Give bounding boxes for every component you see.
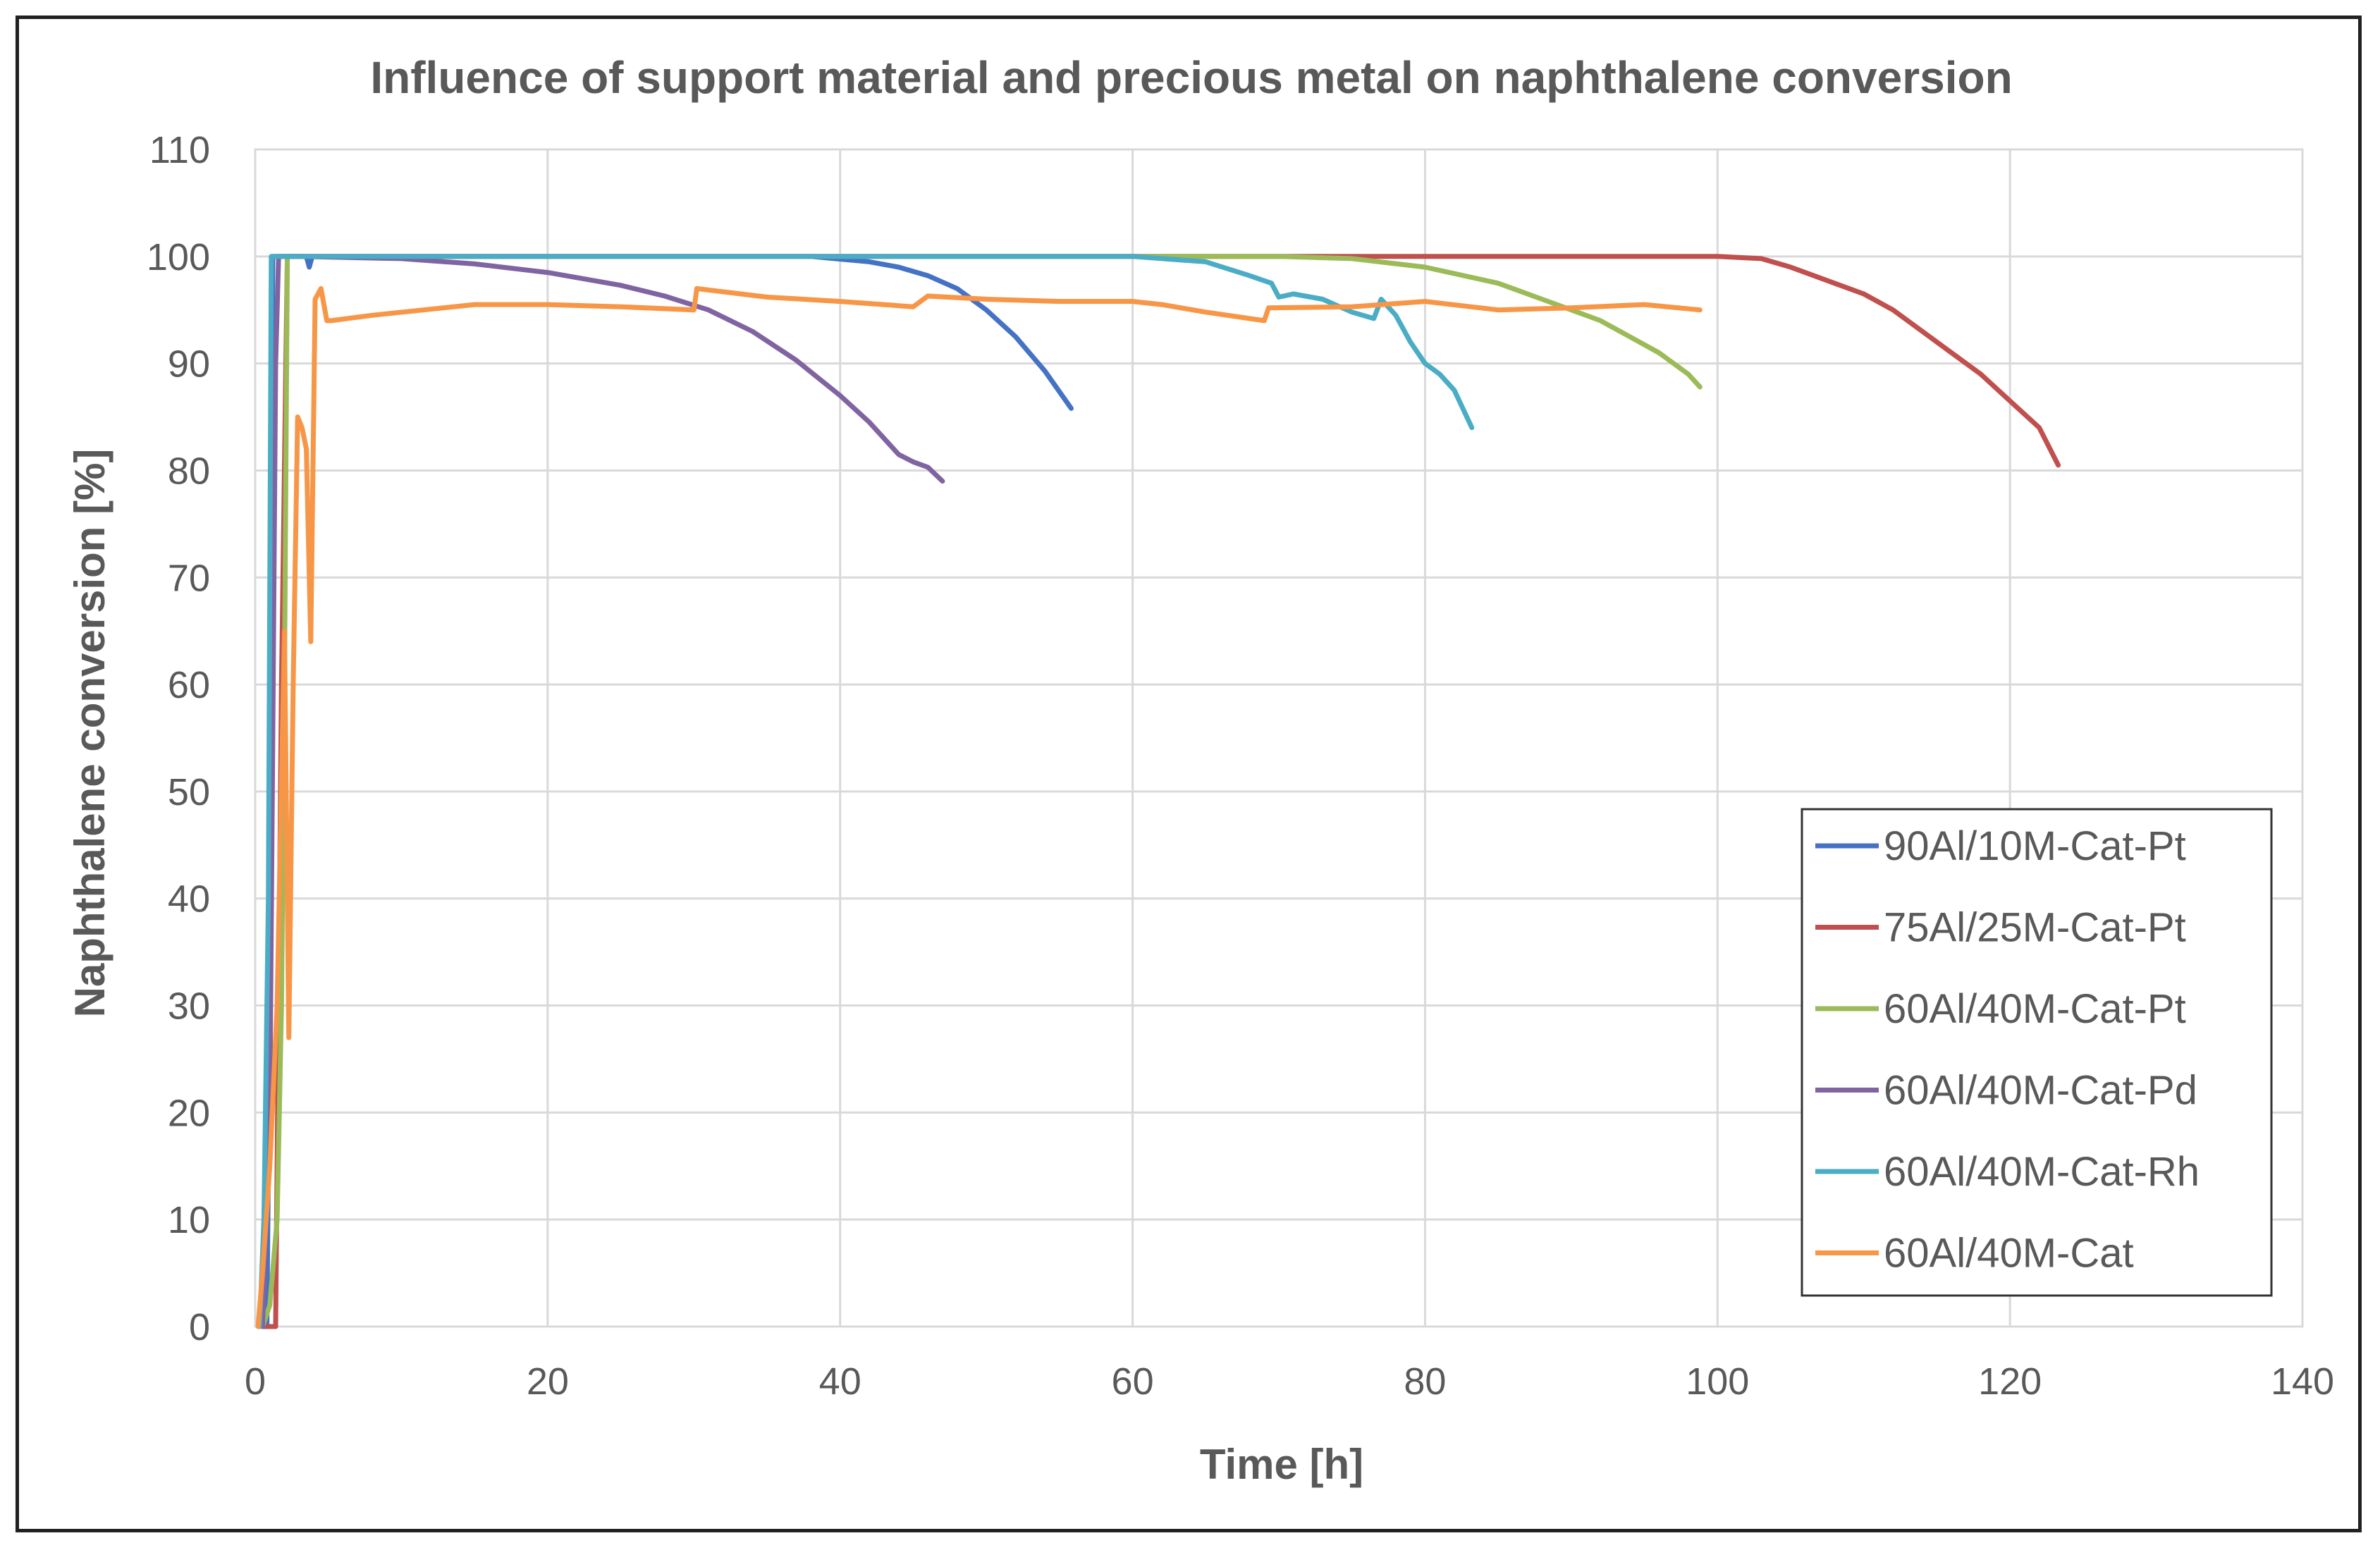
data-series: [255, 254, 2061, 1329]
series-line-2: [259, 254, 1703, 1329]
legend-box: [1801, 808, 2273, 1297]
x-tick-label: 60: [1112, 1360, 1154, 1403]
y-tick-label: 0: [189, 1306, 210, 1348]
legend-label-4: 60Al/40M-Cat-Rh: [1884, 1149, 2200, 1195]
y-tick-label: 80: [168, 450, 210, 492]
plot-area: [254, 148, 2304, 1328]
series-line-3: [259, 254, 945, 1329]
x-tick-label: 120: [1978, 1360, 2042, 1403]
legend-items: 90Al/10M-Cat-Pt 75Al/25M-Cat-Pt 60Al/40M-C…: [1815, 823, 2200, 1277]
y-tick-label: 40: [168, 878, 210, 921]
y-tick-label: 110: [149, 129, 210, 171]
legend-label-1: 75Al/25M-Cat-Pt: [1884, 905, 2186, 951]
legend: 90Al/10M-Cat-Pt 75Al/25M-Cat-Pt 60Al/40M-C…: [1801, 808, 2273, 1297]
y-tick-label: 50: [168, 771, 210, 813]
series-line-5: [255, 285, 1703, 1329]
y-tick-label: 90: [168, 343, 210, 386]
chart-title: Influence of support material and precio…: [370, 52, 2012, 103]
x-tick-label: 80: [1404, 1360, 1446, 1403]
legend-label-3: 60Al/40M-Cat-Pd: [1884, 1068, 2197, 1114]
y-axis-label: Naphthalene conversion [%]: [66, 449, 114, 1018]
x-axis-ticks: 0 20 40 60 80 100 120 140: [245, 1360, 2334, 1403]
legend-label-0: 90Al/10M-Cat-Pt: [1884, 823, 2186, 869]
y-tick-label: 20: [168, 1092, 210, 1134]
x-axis-label: Time [h]: [1200, 1441, 1363, 1488]
y-tick-label: 100: [147, 236, 210, 278]
y-tick-label: 70: [168, 557, 210, 599]
x-tick-label: 100: [1686, 1360, 1749, 1403]
y-tick-label: 60: [168, 664, 210, 706]
y-tick-label: 30: [168, 985, 210, 1028]
y-tick-label: 10: [168, 1199, 210, 1241]
x-tick-label: 0: [245, 1360, 266, 1403]
x-tick-label: 140: [2271, 1360, 2334, 1403]
legend-label-2: 60Al/40M-Cat-Pt: [1884, 986, 2186, 1032]
legend-label-5: 60Al/40M-Cat: [1884, 1231, 2134, 1277]
series-line-4: [257, 254, 1475, 1329]
x-tick-label: 20: [527, 1360, 569, 1403]
x-tick-label: 40: [819, 1360, 861, 1403]
y-axis-ticks: 0 10 20 30 40 50 60 70 80 90 100 110: [147, 129, 210, 1348]
